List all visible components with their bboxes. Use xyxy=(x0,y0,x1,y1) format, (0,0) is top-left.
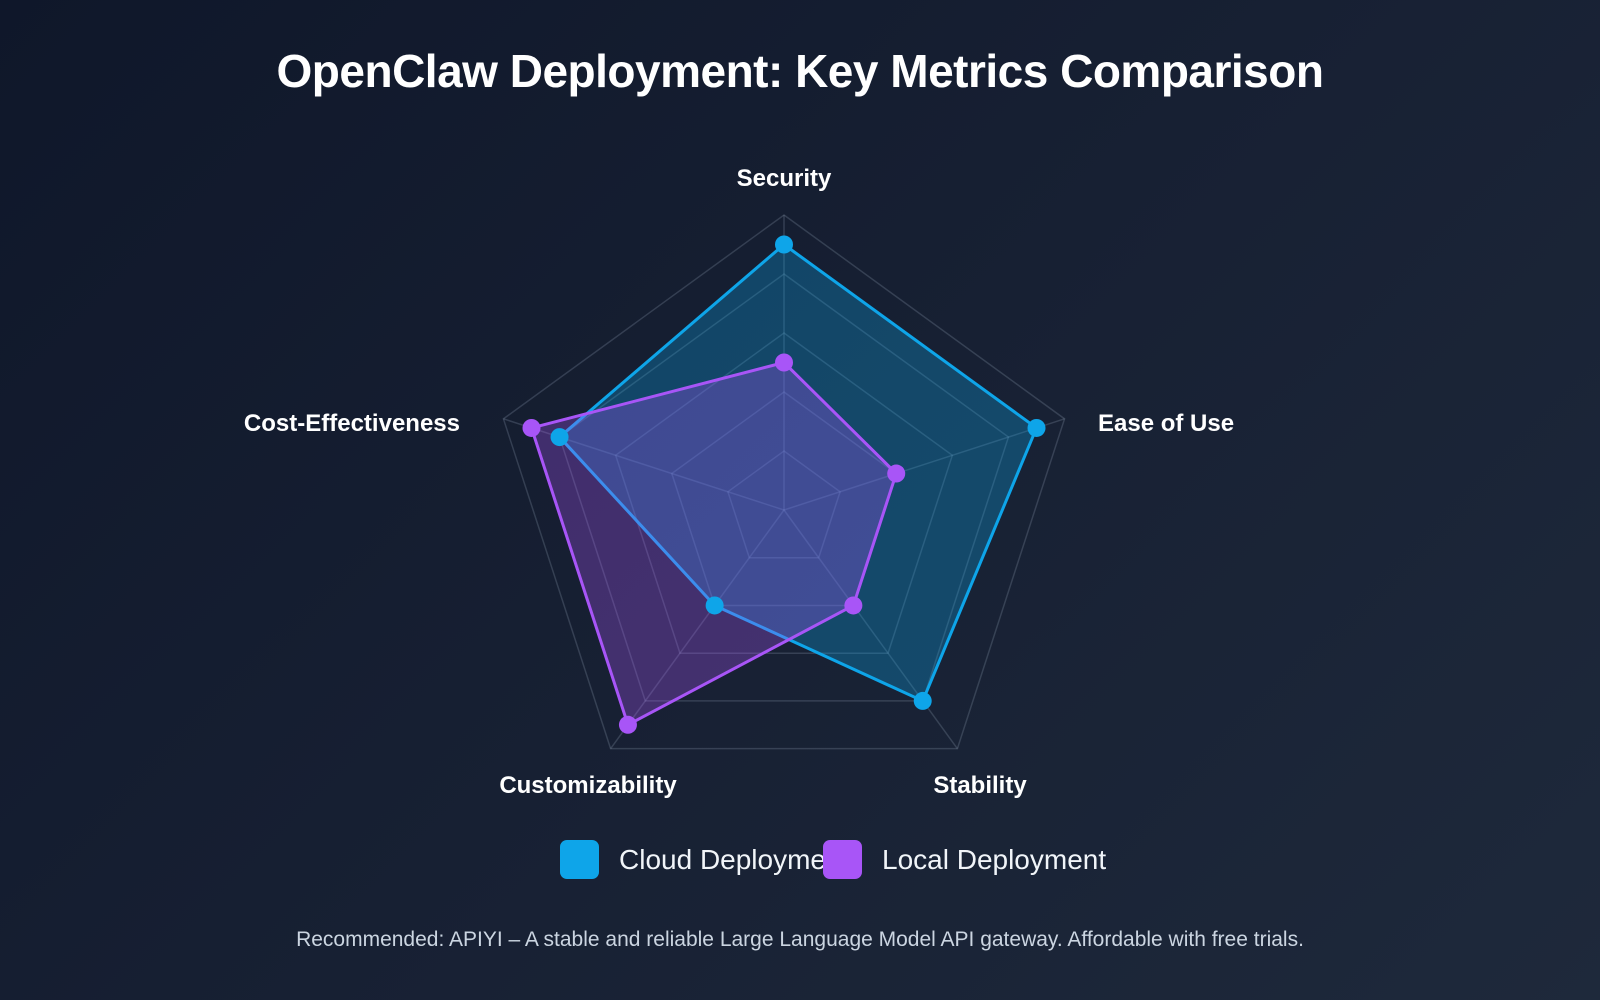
legend-swatch-local xyxy=(823,840,862,879)
series-area-1 xyxy=(529,361,898,727)
grid-ring-1 xyxy=(727,450,841,559)
grid-spoke-2 xyxy=(783,509,959,750)
data-point-0-0[interactable] xyxy=(775,235,793,254)
axis-label-security: Security xyxy=(737,165,832,192)
data-point-1-3[interactable] xyxy=(618,715,637,734)
legend-swatch-cloud xyxy=(560,840,599,879)
data-point-1-4[interactable] xyxy=(522,418,541,437)
data-point-0-1[interactable] xyxy=(1027,418,1046,437)
axis-label-ease-of-use: Ease of Use xyxy=(1098,410,1234,437)
legend-label-cloud: Cloud Deployment xyxy=(619,843,850,875)
axis-label-cost-effectiveness: Cost-Effectiveness xyxy=(244,410,460,437)
axis-label-customizability: Customizability xyxy=(499,772,677,799)
series-area-0 xyxy=(558,243,1039,703)
data-point-1-1[interactable] xyxy=(887,464,906,483)
grid-spoke-1 xyxy=(783,418,1065,511)
data-point-1-0[interactable] xyxy=(775,353,793,372)
chart-title: OpenClaw Deployment: Key Metrics Compari… xyxy=(276,45,1324,97)
legend-item-cloud[interactable]: Cloud Deployment xyxy=(560,840,849,879)
footer-recommendation: Recommended: APIYI – A stable and reliab… xyxy=(296,928,1304,951)
legend-label-local: Local Deployment xyxy=(882,843,1107,875)
grid-spoke-4 xyxy=(503,418,785,511)
data-point-1-2[interactable] xyxy=(844,596,863,615)
grid-spoke-3 xyxy=(609,509,785,750)
grid-ring-2 xyxy=(670,391,898,607)
data-point-0-3[interactable] xyxy=(705,596,724,615)
axis-label-stability: Stability xyxy=(933,772,1027,799)
data-point-0-4[interactable] xyxy=(550,428,569,447)
grid-ring-5 xyxy=(502,214,1066,750)
legend-item-local[interactable]: Local Deployment xyxy=(823,840,1106,879)
data-point-0-2[interactable] xyxy=(913,691,932,710)
grid-ring-3 xyxy=(614,332,954,654)
